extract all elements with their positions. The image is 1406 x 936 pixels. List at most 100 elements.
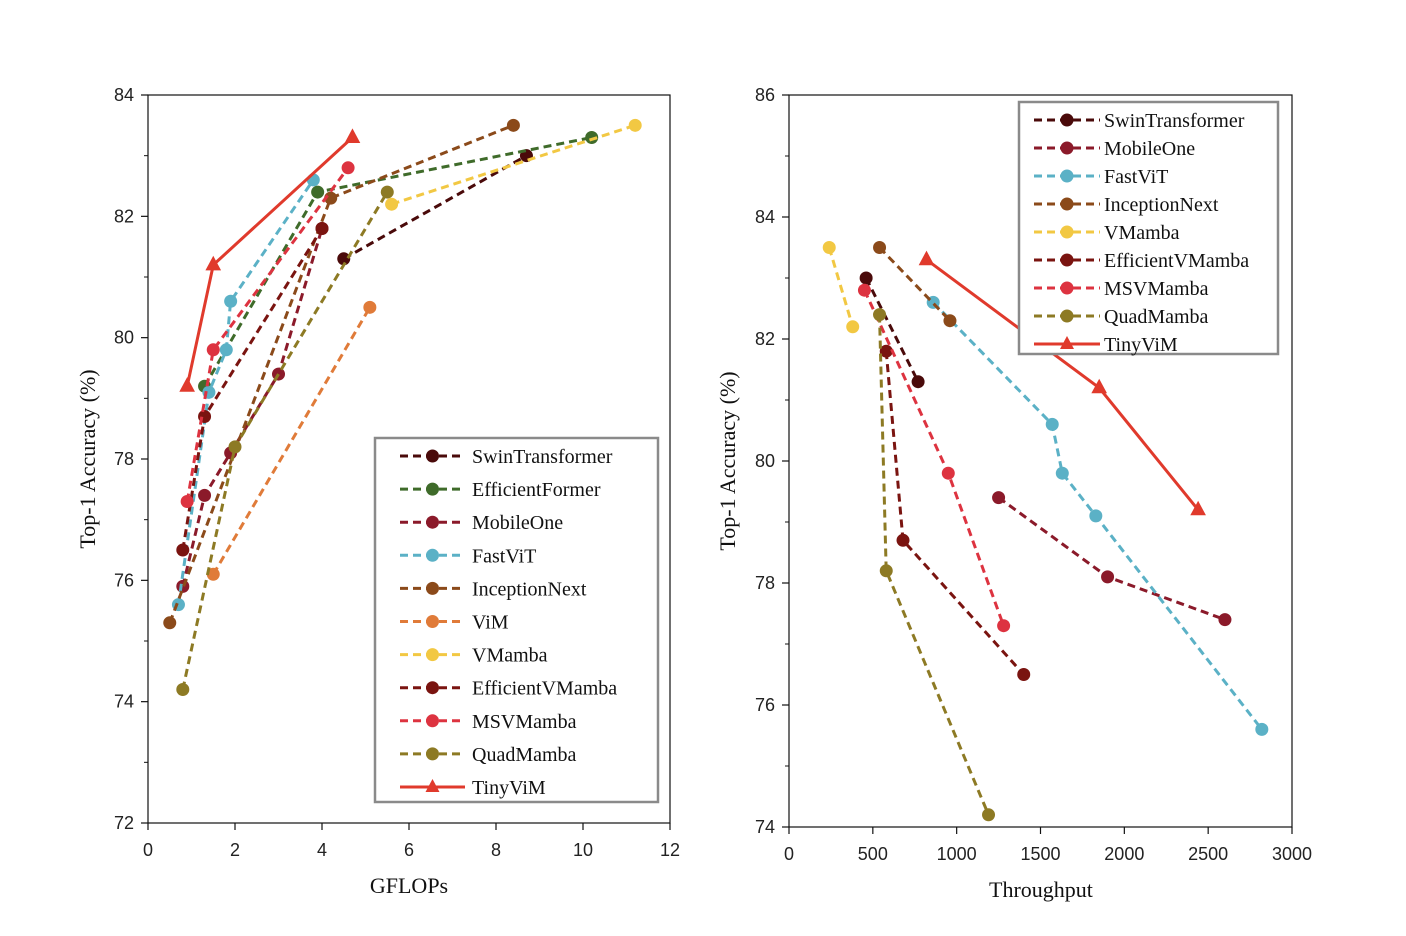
data-point	[1089, 509, 1103, 523]
x-tick-label: 2000	[1104, 844, 1144, 864]
data-point	[873, 308, 887, 322]
legend-label: SwinTransformer	[472, 446, 613, 468]
data-point	[896, 533, 910, 547]
data-point	[206, 343, 220, 357]
x-tick-label: 0	[143, 840, 153, 860]
legend-label: VMamba	[1104, 222, 1180, 244]
series-line	[997, 496, 1226, 622]
series-MobileOne	[176, 221, 329, 593]
data-point	[873, 241, 887, 254]
legend-entry: ViM	[400, 612, 509, 634]
data-point	[219, 343, 233, 357]
legend-entry: SwinTransformer	[1034, 110, 1245, 132]
data-point	[228, 440, 242, 454]
x-axis-title: GFLOPs	[370, 873, 448, 898]
legend-label: TinyViM	[1104, 334, 1178, 356]
x-tick-label: 2500	[1188, 844, 1228, 864]
data-point	[997, 619, 1011, 633]
series-MSVMamba	[857, 283, 1011, 633]
y-tick-label: 86	[755, 85, 775, 105]
legend-label: InceptionNext	[472, 578, 587, 600]
series-MSVMamba	[180, 161, 355, 508]
y-axis-title: Top-1 Accuracy (%)	[715, 371, 740, 550]
legend-entry: MSVMamba	[1034, 278, 1209, 300]
series-line	[168, 123, 514, 624]
legend-label: EfficientFormer	[472, 479, 601, 501]
y-tick-label: 76	[114, 570, 134, 590]
data-point	[1101, 570, 1115, 584]
data-point	[879, 344, 893, 358]
y-tick-label: 74	[755, 817, 775, 837]
legend-label: MobileOne	[472, 512, 563, 534]
data-point	[506, 118, 520, 132]
legend-label: EfficientVMamba	[1104, 250, 1249, 272]
data-point-triangle	[1091, 378, 1108, 394]
legend-marker	[426, 581, 439, 595]
data-point	[1017, 668, 1031, 681]
legend-entry: MSVMamba	[400, 711, 577, 733]
series-line	[185, 166, 350, 502]
series-QuadMamba	[873, 308, 996, 822]
data-point-triangle	[1190, 500, 1206, 516]
x-tick-label: 1000	[937, 844, 977, 864]
data-point	[306, 173, 320, 187]
x-tick-label: 3000	[1272, 844, 1312, 864]
y-tick-label: 80	[755, 451, 775, 471]
data-point	[176, 683, 190, 697]
x-tick-label: 2	[230, 840, 240, 860]
series-InceptionNext	[873, 241, 957, 328]
series-line	[878, 314, 990, 816]
y-tick-label: 84	[755, 207, 775, 227]
data-point	[324, 191, 338, 205]
legend-entry: SwinTransformer	[400, 446, 613, 468]
legend-marker	[1060, 225, 1074, 239]
y-tick-label: 78	[755, 573, 775, 593]
legend-entry: MobileOne	[1034, 138, 1195, 160]
legend-label: VMamba	[472, 645, 548, 667]
data-point	[943, 314, 957, 328]
legend: SwinTransformer EfficientFormer MobileOne F…	[373, 436, 660, 804]
y-tick-label: 74	[114, 692, 134, 712]
legend-entry: EfficientFormer	[400, 479, 601, 501]
legend-label: SwinTransformer	[1104, 110, 1245, 132]
series-VMamba	[385, 118, 642, 211]
legend-entry: InceptionNext	[1034, 194, 1219, 216]
legend-label: MobileOne	[1104, 138, 1195, 160]
data-point	[628, 118, 642, 132]
legend-marker	[1060, 169, 1074, 183]
x-tick-label: 10	[573, 840, 593, 860]
legend-entry: MobileOne	[400, 512, 563, 534]
legend-marker	[426, 714, 439, 728]
x-tick-label: 1500	[1020, 844, 1060, 864]
series-line	[343, 154, 528, 261]
data-point	[941, 466, 955, 480]
series-FastViT	[926, 295, 1269, 736]
y-axis-title: Top-1 Accuracy (%)	[75, 369, 100, 548]
legend-entry: QuadMamba	[1034, 306, 1209, 328]
chart-1: 72 74 76 78 80 82 84 0 2 4 6 8 10 12 GFLOPs Top-1 Accur…	[75, 85, 680, 898]
data-point-triangle	[918, 250, 935, 266]
y-tick-label: 76	[755, 695, 775, 715]
legend-marker	[1060, 197, 1074, 211]
data-point	[1218, 613, 1232, 627]
data-point	[315, 221, 329, 235]
legend-marker	[426, 747, 439, 761]
legend-marker-triangle	[1060, 336, 1074, 349]
data-point	[337, 252, 351, 266]
legend-entry: TinyViM	[400, 777, 546, 799]
series-line	[932, 301, 1263, 731]
data-point	[380, 185, 394, 199]
legend-entry: QuadMamba	[400, 744, 577, 766]
data-point	[163, 616, 177, 630]
legend-label: ViM	[472, 612, 509, 634]
legend-entry: InceptionNext	[400, 578, 587, 600]
series-line	[878, 246, 952, 322]
data-point	[911, 375, 925, 389]
legend-label: MSVMamba	[1104, 278, 1209, 300]
x-tick-label: 8	[491, 840, 501, 860]
data-point	[198, 488, 212, 502]
legend-entry: EfficientVMamba	[1034, 250, 1249, 272]
legend-label: FastViT	[472, 545, 536, 567]
data-point	[224, 294, 238, 308]
